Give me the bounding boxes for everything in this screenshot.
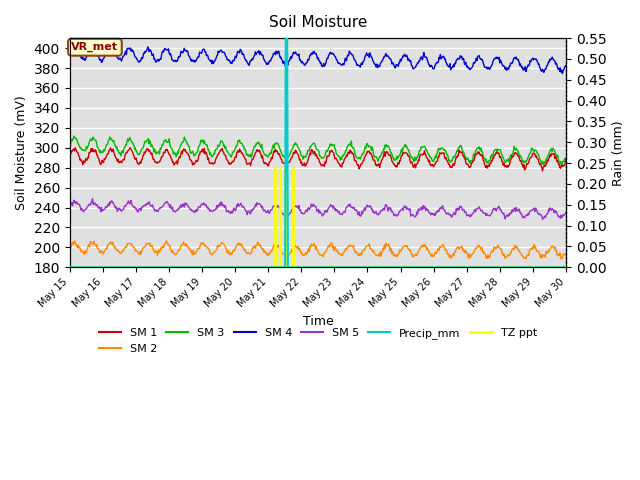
- Line: SM 4: SM 4: [70, 46, 566, 73]
- SM 1: [393, 164, 401, 170]
- Precip_mm: [177, 264, 184, 270]
- SM 2: [562, 251, 570, 256]
- Title: Soil Moisture: Soil Moisture: [269, 15, 367, 30]
- SM 4: [88, 43, 96, 48]
- SM 2: [557, 256, 565, 262]
- SM 5: [393, 213, 401, 219]
- SM 2: [66, 247, 74, 252]
- SM 3: [76, 143, 83, 149]
- SM 1: [66, 151, 74, 156]
- SM 5: [562, 209, 570, 215]
- SM 2: [163, 238, 170, 244]
- SM 3: [70, 133, 77, 139]
- Line: SM 3: SM 3: [70, 136, 566, 167]
- SM 1: [204, 153, 211, 158]
- SM 4: [562, 62, 570, 68]
- Precip_mm: [379, 264, 387, 270]
- SM 1: [562, 156, 570, 162]
- Line: SM 2: SM 2: [70, 241, 566, 259]
- SM 4: [66, 49, 74, 55]
- SM 3: [204, 142, 211, 148]
- SM 5: [89, 196, 97, 202]
- SM 3: [393, 154, 401, 159]
- SM 4: [559, 71, 566, 76]
- SM 3: [177, 142, 185, 148]
- SM 4: [127, 45, 134, 51]
- SM 5: [127, 198, 134, 204]
- X-axis label: Time: Time: [303, 315, 333, 328]
- Text: VR_met: VR_met: [72, 42, 118, 52]
- SM 5: [204, 205, 211, 211]
- SM 3: [379, 149, 387, 155]
- SM 3: [558, 164, 566, 169]
- SM 2: [75, 245, 83, 251]
- SM 1: [75, 153, 83, 158]
- SM 1: [379, 156, 387, 162]
- SM 4: [177, 48, 185, 54]
- SM 5: [66, 200, 74, 206]
- SM 5: [75, 202, 83, 207]
- Precip_mm: [282, 35, 290, 41]
- SM 1: [177, 152, 185, 157]
- SM 1: [539, 168, 547, 174]
- SM 1: [126, 145, 134, 151]
- SM 5: [379, 208, 387, 214]
- SM 2: [126, 241, 134, 247]
- Precip_mm: [75, 264, 83, 270]
- Y-axis label: Soil Moisture (mV): Soil Moisture (mV): [15, 96, 28, 210]
- Y-axis label: Rain (mm): Rain (mm): [612, 120, 625, 186]
- SM 4: [204, 52, 211, 58]
- SM 4: [75, 52, 83, 58]
- SM 3: [66, 145, 74, 151]
- Precip_mm: [393, 264, 401, 270]
- Precip_mm: [126, 264, 134, 270]
- SM 2: [379, 249, 387, 254]
- SM 4: [379, 57, 387, 63]
- SM 2: [393, 254, 401, 260]
- SM 3: [127, 137, 134, 143]
- Legend: SM 1, SM 2, SM 3, SM 4, SM 5, Precip_mm, TZ ppt: SM 1, SM 2, SM 3, SM 4, SM 5, Precip_mm,…: [95, 324, 541, 358]
- SM 2: [204, 245, 211, 251]
- Line: SM 5: SM 5: [70, 199, 566, 219]
- SM 4: [393, 62, 401, 68]
- SM 5: [177, 202, 185, 208]
- Line: SM 1: SM 1: [70, 148, 566, 171]
- Precip_mm: [66, 264, 74, 270]
- SM 3: [562, 155, 570, 161]
- Precip_mm: [562, 264, 570, 270]
- Precip_mm: [203, 264, 211, 270]
- SM 5: [539, 216, 547, 222]
- Line: Precip_mm: Precip_mm: [70, 38, 566, 267]
- SM 1: [127, 145, 134, 151]
- SM 2: [177, 243, 185, 249]
